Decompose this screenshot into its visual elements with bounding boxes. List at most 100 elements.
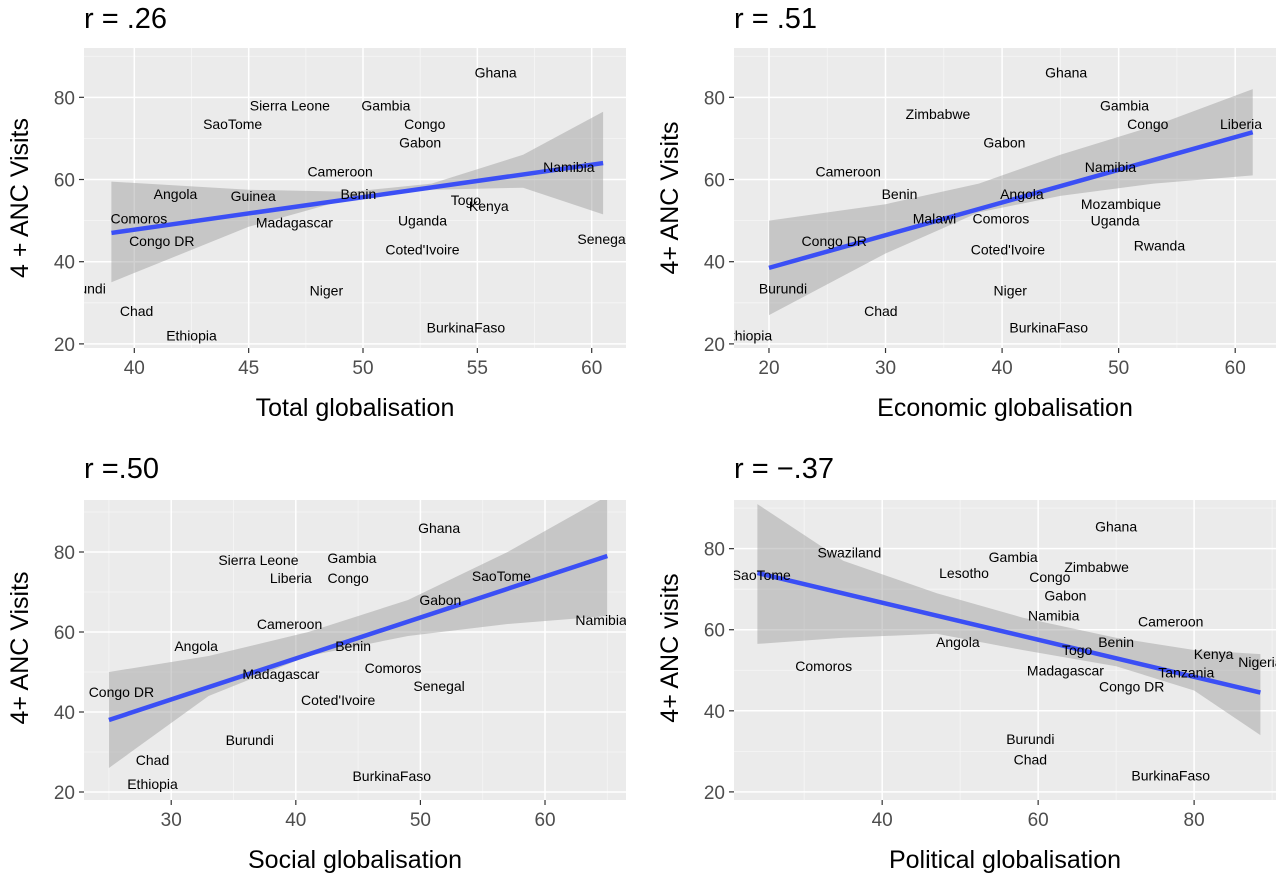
panel-background [84,500,626,800]
point-label: Niger [994,282,1028,298]
point-label: Cameroon [307,163,372,179]
regression-line [756,570,1261,695]
x-tick-label: 50 [352,358,373,379]
point-label: Gambia [361,98,410,114]
panel-background [734,500,1276,800]
point-label: Congo [1127,116,1168,132]
point-label: Ghana [475,65,517,81]
point-label: Ethiopia [127,776,178,792]
point-label: Coted'Ivoire [301,692,375,708]
point-label: Angola [936,634,980,650]
x-axis-label: Economic globalisation [877,394,1133,422]
plot-area: Ghana Sierra Leone Gambia SaoTome Congo Gabon… [58,48,628,348]
point-label: Congo DR [89,684,154,700]
plot-area: Ghana Swaziland Gambia Zimbabwe Lesotho Congo… [732,500,1276,800]
point-label: Madagascar [256,215,333,231]
y-axis-label: 4+ ANC visits [656,573,684,722]
point-label: Angola [154,186,198,202]
x-axis-label: Social globalisation [248,846,462,874]
y-tick-label: 80 [54,88,75,109]
x-tick-label: 60 [1028,810,1049,831]
point-label: Rwanda [1134,237,1186,253]
y-tick-label: 20 [54,335,75,356]
point-label: Gabon [399,135,441,151]
point-label: Zimbabwe [906,106,971,122]
point-label: Madagascar [242,666,319,682]
x-tick-label: 40 [992,358,1013,379]
point-label: Gambia [989,549,1038,565]
point-label: Liberia [270,570,312,586]
x-tick-label: 40 [872,810,893,831]
point-label: SaoTome [732,567,791,583]
point-label: Congo DR [802,233,867,249]
point-label: Cameroon [816,163,881,179]
point-label: Cameroon [1138,614,1203,630]
point-label: Benin [882,186,918,202]
point-label: Congo DR [1099,678,1164,694]
point-label: Congo [1029,569,1070,585]
point-label: Benin [1098,634,1134,650]
y-tick-label: 80 [704,88,725,109]
point-label: Tanzania [1158,664,1214,680]
y-tick-label: 40 [704,253,725,274]
confidence-band [108,500,608,768]
y-tick-label: 20 [704,335,725,356]
y-tick-label: 60 [704,171,725,192]
point-label: Burundi [58,280,106,296]
point-label: BurkinaFaso [1009,319,1088,335]
point-label: Uganda [398,213,447,229]
point-label: Burundi [226,732,274,748]
y-tick-label: 60 [54,171,75,192]
point-label: Ghana [418,520,460,536]
point-label: BurkinaFaso [427,319,506,335]
point-label: Comoros [365,660,422,676]
y-tick-label: 60 [704,621,725,642]
x-axis-label: Political globalisation [889,846,1121,874]
point-label: Namibia [1028,608,1080,624]
y-tick-label: 20 [54,783,75,804]
point-label: Namibia [543,159,595,175]
x-tick-label: 50 [1108,358,1129,379]
point-label: Ghana [1045,65,1087,81]
panel-2: Ghana Zimbabwe Gambia Congo Liberia Gabon Came… [656,3,1276,422]
point-label: Niger [310,282,344,298]
y-axis-label: 4+ ANC Visits [6,571,34,724]
point-label: Gabon [1044,587,1086,603]
x-tick-label: 30 [875,358,896,379]
point-label: Congo [404,116,445,132]
y-tick-label: 80 [704,540,725,561]
x-tick-label: 45 [238,358,259,379]
point-label: Comoros [795,658,852,674]
point-label: Ghana [1095,518,1137,534]
point-label: Congo [328,570,369,586]
point-label: Coted'Ivoire [971,241,1045,257]
point-label: Chad [120,303,153,319]
regression-line [111,160,604,236]
panel-1: Ghana Sierra Leone Gambia SaoTome Congo Gabon… [6,3,628,422]
y-tick-label: 40 [54,253,75,274]
point-label: BurkinaFaso [352,768,431,784]
point-label: Kenya [1194,646,1234,662]
point-label: Gambia [1100,98,1149,114]
point-label: Senegal [577,231,628,247]
point-label: Benin [341,186,377,202]
point-label: Zimbabwe [1064,559,1129,575]
point-label: Burundi [759,280,807,296]
point-label: Guinea [231,188,276,204]
confidence-band [757,504,1261,736]
point-label: Togo [451,192,482,208]
x-tick-label: 60 [581,358,602,379]
x-tick-label: 80 [1184,810,1205,831]
x-tick-label: 40 [124,358,145,379]
y-tick-label: 40 [704,702,725,723]
point-label: Coted'Ivoire [385,241,459,257]
point-label: Madagascar [1027,662,1104,678]
point-label: Mozambique [1081,196,1161,212]
point-label: Sierra Leone [250,98,330,114]
point-label: Namibia [575,612,627,628]
point-label: Cameroon [257,616,322,632]
point-label: Uganda [1091,213,1140,229]
plot-area: Ghana Zimbabwe Gambia Congo Liberia Gabon Came… [734,48,1276,348]
point-label: Sierra Leone [218,552,298,568]
